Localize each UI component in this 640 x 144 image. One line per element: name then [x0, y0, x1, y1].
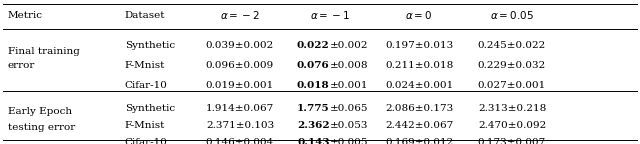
Text: 2.086±0.173: 2.086±0.173 — [385, 104, 453, 113]
Text: 0.197±0.013: 0.197±0.013 — [385, 41, 453, 50]
Text: Metric: Metric — [8, 11, 43, 20]
Text: ±0.065: ±0.065 — [330, 104, 368, 113]
Text: 2.442±0.067: 2.442±0.067 — [385, 122, 453, 130]
Text: error: error — [8, 61, 35, 70]
Text: 0.039±0.002: 0.039±0.002 — [206, 41, 274, 50]
Text: Dataset: Dataset — [125, 11, 165, 20]
Text: F-Mnist: F-Mnist — [125, 122, 165, 130]
Text: ±0.002: ±0.002 — [330, 41, 368, 50]
Text: 2.470±0.092: 2.470±0.092 — [478, 122, 546, 130]
Text: 1.914±0.067: 1.914±0.067 — [206, 104, 274, 113]
Text: 1.775: 1.775 — [297, 104, 330, 113]
Text: testing error: testing error — [8, 123, 75, 132]
Text: Final training: Final training — [8, 47, 79, 56]
Text: $\alpha=0.05$: $\alpha=0.05$ — [490, 9, 534, 21]
Text: 0.027±0.001: 0.027±0.001 — [478, 81, 546, 90]
Text: 2.371±0.103: 2.371±0.103 — [206, 122, 274, 130]
Text: 0.229±0.032: 0.229±0.032 — [478, 61, 546, 70]
Text: ±0.053: ±0.053 — [330, 122, 368, 130]
Text: 0.018: 0.018 — [297, 81, 330, 90]
Text: 2.313±0.218: 2.313±0.218 — [478, 104, 546, 113]
Text: $\alpha=0$: $\alpha=0$ — [406, 9, 433, 21]
Text: Early Epoch: Early Epoch — [8, 107, 72, 116]
Text: ±0.005: ±0.005 — [330, 138, 368, 144]
Text: Cifar-10: Cifar-10 — [125, 138, 168, 144]
Text: 0.245±0.022: 0.245±0.022 — [478, 41, 546, 50]
Text: $\alpha=-2$: $\alpha=-2$ — [220, 9, 260, 21]
Text: 0.173±0.007: 0.173±0.007 — [478, 138, 546, 144]
Text: 0.076: 0.076 — [297, 61, 330, 70]
Text: ±0.008: ±0.008 — [330, 61, 368, 70]
Text: 0.096±0.009: 0.096±0.009 — [206, 61, 274, 70]
Text: 2.362: 2.362 — [297, 122, 330, 130]
Text: F-Mnist: F-Mnist — [125, 61, 165, 70]
Text: $\alpha=-1$: $\alpha=-1$ — [310, 9, 349, 21]
Text: 0.022: 0.022 — [297, 41, 330, 50]
Text: Synthetic: Synthetic — [125, 104, 175, 113]
Text: Synthetic: Synthetic — [125, 41, 175, 50]
Text: ±0.001: ±0.001 — [330, 81, 368, 90]
Text: 0.169±0.012: 0.169±0.012 — [385, 138, 453, 144]
Text: 0.211±0.018: 0.211±0.018 — [385, 61, 453, 70]
Text: Cifar-10: Cifar-10 — [125, 81, 168, 90]
Text: 0.019±0.001: 0.019±0.001 — [206, 81, 274, 90]
Text: 0.024±0.001: 0.024±0.001 — [385, 81, 453, 90]
Text: 0.143: 0.143 — [297, 138, 330, 144]
Text: 0.146±0.004: 0.146±0.004 — [206, 138, 274, 144]
